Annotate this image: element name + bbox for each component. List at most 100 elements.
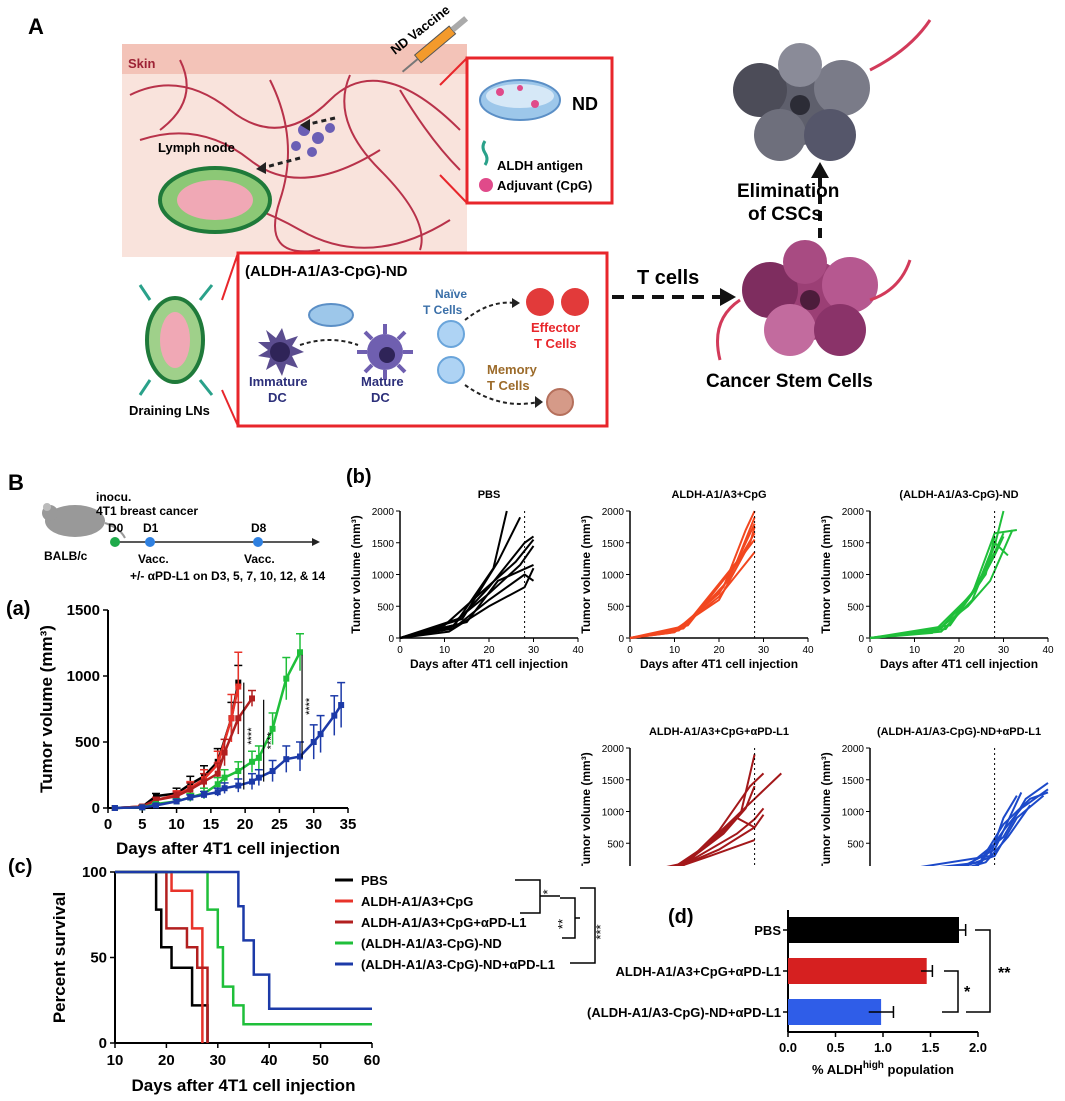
x-tick-label: 30 xyxy=(998,645,1010,656)
x-tick-label: 20 xyxy=(237,816,254,833)
y-tick-label: 500 xyxy=(607,839,624,850)
nd-label: ND xyxy=(572,94,598,114)
significance-label: * xyxy=(964,984,971,1001)
x-tick-label: 0 xyxy=(397,645,403,656)
series-line xyxy=(114,697,254,810)
adjuvant-icon xyxy=(479,178,493,192)
data-point xyxy=(235,768,242,775)
y-tick-label: 0 xyxy=(618,634,624,645)
effector-label-2: T Cells xyxy=(534,336,577,351)
x-tick-label: 10 xyxy=(439,645,451,656)
data-point xyxy=(283,675,290,682)
adjuvant-label: Adjuvant (CpG) xyxy=(497,178,592,193)
y-tick-label: 1000 xyxy=(602,808,625,819)
x-tick-label: 5 xyxy=(138,816,146,833)
survival-curve xyxy=(115,870,372,1026)
x-tick-label: 60 xyxy=(364,1052,381,1069)
antibody-label: +/- αPD-L1 on D3, 5, 7, 10, 12, & 14 xyxy=(130,569,325,583)
d1-marker xyxy=(145,537,155,547)
timeline: inocu. 4T1 breast cancer BALB/c D0 D1 D8… xyxy=(42,490,325,583)
data-point xyxy=(235,715,242,722)
x-tick-label: 40 xyxy=(1042,645,1054,656)
category-label: PBS xyxy=(754,923,781,938)
tumor-curve xyxy=(869,510,1005,639)
x-tick-label: 0.0 xyxy=(779,1040,797,1055)
x-tick-label: 0.5 xyxy=(826,1040,844,1055)
y-tick-label: 0 xyxy=(99,1035,107,1052)
significance-label: * xyxy=(540,889,555,894)
y-tick-label: 500 xyxy=(847,602,864,613)
series-line xyxy=(114,704,343,810)
significance-label: ** xyxy=(998,965,1011,982)
x-tick-label: 50 xyxy=(312,1052,329,1069)
data-point xyxy=(214,789,221,796)
y-tick-label: 1000 xyxy=(602,571,625,582)
tumor-curve xyxy=(629,526,756,639)
tumor-curve xyxy=(399,510,508,639)
y-tick-label: 50 xyxy=(90,950,107,967)
data-point xyxy=(269,768,276,775)
t-cell-arrow-icon xyxy=(720,288,736,306)
y-axis-label: Tumor volume (mm³) xyxy=(819,515,833,633)
vacc-label-2: Vacc. xyxy=(244,552,275,566)
tumor-curve xyxy=(920,795,1018,866)
data-point xyxy=(221,785,228,792)
data-point xyxy=(187,794,194,801)
d0-marker xyxy=(110,537,120,547)
data-point xyxy=(153,797,159,804)
aldh-antigen-label: ALDH antigen xyxy=(497,158,583,173)
tumor-curve xyxy=(629,551,756,639)
y-tick-label: 1000 xyxy=(842,571,865,582)
data-point xyxy=(221,774,228,781)
y-tick-label: 1500 xyxy=(602,776,625,787)
csc-bottom-icon xyxy=(716,240,912,361)
x-tick-label: 10 xyxy=(168,816,185,833)
tumor-curve xyxy=(399,564,534,639)
significance-label: **** xyxy=(266,731,278,749)
y-tick-label: 500 xyxy=(847,839,864,850)
tumor-curve xyxy=(869,541,1009,639)
y-axis-label: Tumor volume (mm³) xyxy=(579,752,593,866)
lymph-node-label: Lymph node xyxy=(158,140,235,155)
naive-t-cell-1 xyxy=(437,320,465,348)
d0-label: D0 xyxy=(108,521,124,535)
x-axis-label: Days after 4T1 cell injection xyxy=(132,1076,356,1095)
y-tick-label: 500 xyxy=(607,602,624,613)
y-tick-label: 500 xyxy=(377,602,394,613)
subplot-title: (ALDH-A1/A3-CpG)-ND xyxy=(899,489,1018,501)
tumor-curve xyxy=(952,782,1049,866)
y-tick-label: 1500 xyxy=(602,539,625,550)
memory-label-2: T Cells xyxy=(487,378,530,393)
data-point xyxy=(173,793,180,800)
x-tick-label: 30 xyxy=(528,645,540,656)
y-tick-label: 100 xyxy=(82,864,107,881)
lymph-node-core xyxy=(177,180,253,220)
x-tick-label: 40 xyxy=(802,645,814,656)
y-tick-label: 500 xyxy=(75,734,100,751)
nanodisc-icon xyxy=(479,79,561,121)
significance-label: **** xyxy=(304,697,316,715)
vacc-label-1: Vacc. xyxy=(138,552,169,566)
immature-label-2: DC xyxy=(268,390,287,405)
d8-label: D8 xyxy=(251,521,267,535)
survival-chart: 10 20 30 40 50 60 0 50 100 Days after 4T1 cell in… xyxy=(50,864,608,1095)
bar xyxy=(788,917,959,943)
data-point xyxy=(297,649,303,656)
data-point xyxy=(228,715,235,722)
tumor-curve xyxy=(666,772,782,866)
mature-label-2: DC xyxy=(371,390,390,405)
subpanel-d-letter: (d) xyxy=(668,906,694,928)
naive-t-cell-2 xyxy=(437,356,465,384)
y-tick-label: 2000 xyxy=(602,744,625,755)
legend-label: ALDH-A1/A3+CpG+αPD-L1 xyxy=(361,915,526,930)
y-tick-label: 2000 xyxy=(602,507,625,518)
x-tick-label: 1.0 xyxy=(874,1040,892,1055)
data-point xyxy=(338,702,345,709)
tumor-curve xyxy=(962,794,1045,866)
y-tick-label: 0 xyxy=(92,800,100,817)
tumor-curve xyxy=(679,785,756,866)
mouse-icon xyxy=(42,503,126,539)
aldh-bar-chart: 0.0 0.5 1.0 1.5 2.0 PBS ALDH-A1/A3+CpG+αPD-L1 (… xyxy=(587,910,1011,1077)
construct-label: (ALDH-A1/A3-CpG)-ND xyxy=(245,263,408,280)
data-point xyxy=(153,802,159,809)
